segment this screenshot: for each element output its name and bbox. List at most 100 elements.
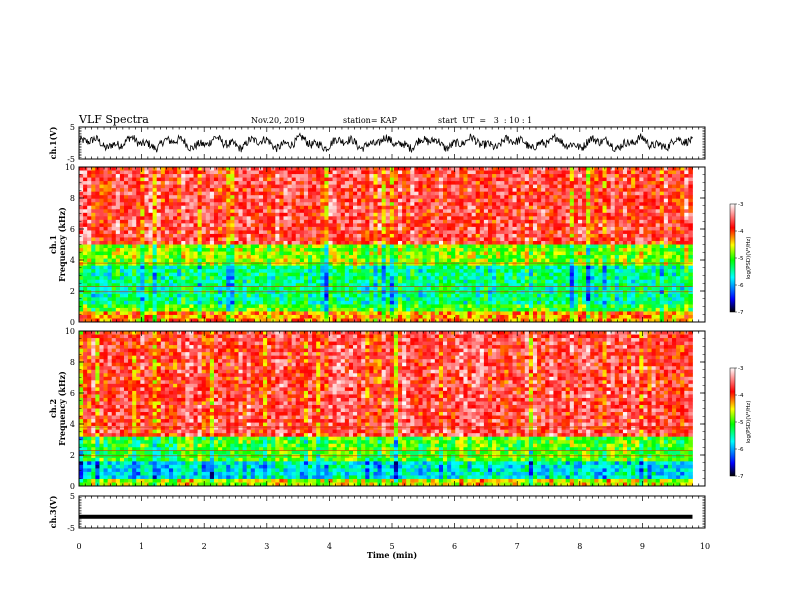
ch1-spec-cell (402, 304, 407, 309)
ch1-spec-cell (393, 202, 399, 207)
ch1-spec-cell (414, 314, 419, 319)
ch1-spec-cell (136, 198, 141, 203)
ch1-spec-cell (156, 240, 162, 245)
ch1-spec-cell (177, 237, 182, 242)
ch1-spec-cell (389, 177, 395, 182)
ch1-spec-cell (173, 248, 178, 252)
ch1-spec-cell (332, 262, 338, 267)
ch1-spec-cell (177, 181, 182, 186)
ch1-spec-cell (336, 216, 342, 221)
ch1-spec-cell (312, 258, 317, 263)
ch1-spec-cell (205, 223, 211, 228)
ch1-spec-cell (189, 202, 194, 207)
ch1-spec-cell (205, 237, 211, 242)
ch1-spec-cell (377, 209, 383, 214)
ch1-spec-cell (242, 219, 248, 224)
ch1-spec-cell (398, 286, 403, 291)
ch1-spec-cell (377, 290, 383, 295)
ch1-spec-cell (402, 170, 407, 175)
ch1-spec-cell (492, 219, 497, 224)
ch1-spec-cell (348, 202, 354, 207)
ch1-spec-cell (447, 191, 452, 196)
ch1-spec-cell (197, 226, 203, 231)
ch1-spec-cell (353, 188, 358, 193)
ch1-spec-cell (434, 184, 440, 189)
ch1-spec-cell (377, 188, 383, 193)
ch1-spec-cell (258, 209, 264, 214)
ch1-spec-cell (418, 269, 423, 274)
ch1-spec-cell (451, 304, 456, 309)
ch1-spec-cell (87, 255, 92, 259)
ch1-spec-cell (393, 237, 399, 242)
ch1-spec-cell (438, 279, 444, 284)
ch1-spec-cell (312, 251, 317, 256)
ch1-spec-cell (258, 230, 264, 235)
ch1-spec-cell (385, 255, 391, 259)
ch1-spec-cell (406, 244, 411, 249)
ch1-spec-cell (230, 300, 235, 305)
ch1-spec-cell (123, 272, 129, 277)
ch1-spec-cell (275, 251, 280, 256)
ch1-spec-cell (193, 255, 199, 259)
ch1-spec-cell (492, 290, 497, 295)
ch1-spec-cell (451, 205, 456, 210)
ch1-spec-cell (373, 300, 378, 305)
ch1-spec-cell (308, 258, 313, 263)
ch1-spec-cell (303, 272, 309, 277)
ch1-spec-cell (385, 276, 391, 281)
ch1-spec-cell (160, 177, 166, 182)
ch1-spec-cell (377, 233, 383, 238)
ch1-spec-cell (144, 237, 149, 242)
ch1-spec-cell (275, 290, 280, 295)
ch1-spec-cell (160, 216, 166, 221)
ch1-spec-cell (258, 318, 264, 323)
ch1-spec-cell (291, 304, 297, 309)
ch1-spec-cell (516, 240, 522, 245)
ch1-spec-cell (479, 184, 485, 189)
ch1-spec-cell (111, 251, 117, 256)
ch1-spec-cell (128, 240, 133, 245)
ch1-spec-cell (324, 177, 329, 182)
ch1-spec-cell (218, 258, 223, 263)
ch1-spec-cell (430, 233, 436, 238)
ch1-spec-cell (238, 177, 243, 182)
ch1-spec-cell (258, 262, 264, 267)
ch1-spec-cell (361, 223, 366, 228)
ch1-spec-cell (369, 184, 374, 189)
ch1-spec-cell (250, 219, 256, 224)
ch1-spec-cell (487, 272, 493, 277)
ch1-spec-cell (230, 258, 235, 263)
ch1-spec-cell (320, 286, 325, 291)
ch1-spec-cell (365, 205, 370, 210)
ch1-spec-cell (254, 265, 260, 270)
ch1-spec-cell (181, 212, 186, 217)
ch1-spec-cell (426, 286, 432, 291)
ch1-spec-cell (156, 209, 162, 214)
ch1-spec-cell (475, 205, 481, 210)
ch1-spec-cell (164, 311, 170, 316)
ch1-spec-cell (500, 174, 505, 178)
ch1-spec-cell (389, 290, 395, 295)
ch1-spec-cell (99, 209, 104, 214)
ch1-spec-cell (95, 314, 100, 319)
ch1-spec-cell (279, 198, 284, 203)
ch1-spec-cell (201, 233, 207, 238)
ch1-spec-cell (193, 258, 199, 263)
ch1-spec-cell (99, 223, 104, 228)
ch1-spec-cell (299, 216, 305, 221)
ch1-spec-cell (369, 202, 374, 207)
ch1-spec-cell (201, 304, 207, 309)
ch1-spec-cell (283, 219, 288, 224)
ch1-spec-cell (295, 209, 301, 214)
ch1-spec-cell (283, 290, 288, 295)
ch1-spec-cell (201, 276, 207, 281)
ch1-spec-cell (291, 188, 297, 193)
ch1-spec-cell (455, 195, 460, 200)
ch1-spec-cell (250, 226, 256, 231)
ch1-spec-cell (340, 314, 346, 319)
ch1-spec-cell (496, 286, 501, 291)
ch1-spec-cell (263, 300, 268, 305)
ch1-spec-cell (230, 269, 235, 274)
ch1-spec-cell (287, 195, 293, 200)
ch1-spec-cell (361, 311, 366, 316)
